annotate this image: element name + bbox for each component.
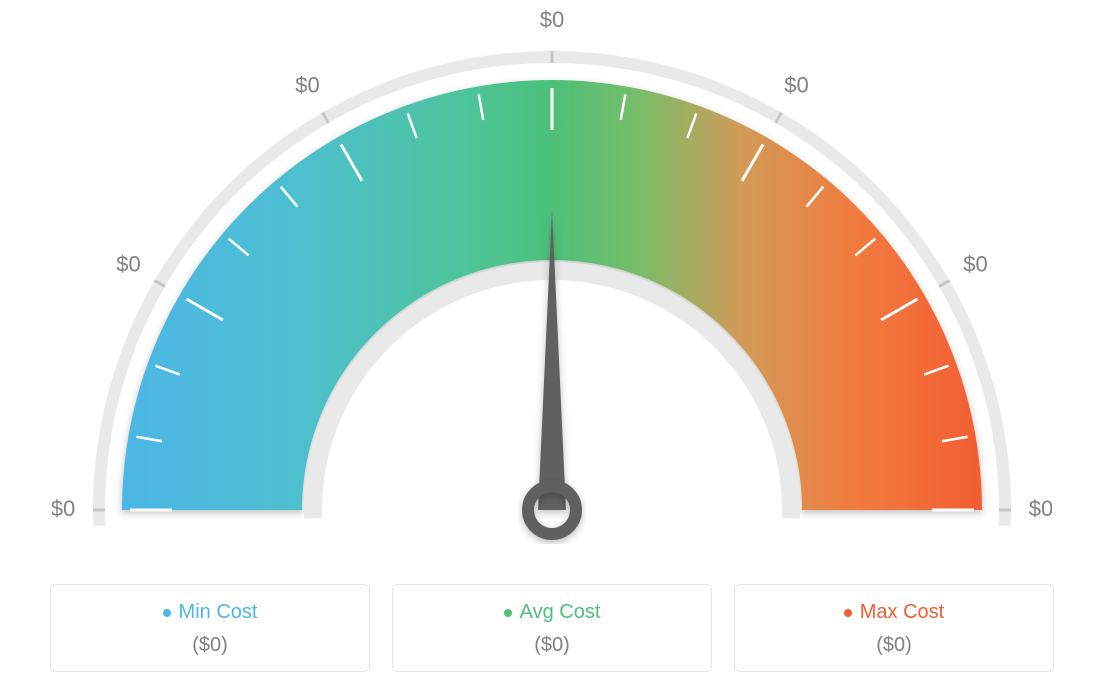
legend-card-max: Max Cost ($0) (734, 584, 1054, 672)
legend-title-min: Min Cost (163, 601, 258, 624)
legend-label: Avg Cost (520, 601, 601, 624)
gauge-area: $0 $0 $0 $0 $0 $0 $0 (52, 0, 1052, 560)
svg-text:$0: $0 (784, 72, 808, 97)
legend-title-max: Max Cost (844, 601, 944, 624)
svg-text:$0: $0 (52, 496, 75, 521)
legend-card-avg: Avg Cost ($0) (392, 584, 712, 672)
legend-row: Min Cost ($0) Avg Cost ($0) Max Cost ($0… (0, 584, 1104, 672)
svg-text:$0: $0 (540, 7, 564, 32)
legend-value: ($0) (403, 634, 701, 657)
svg-text:$0: $0 (963, 251, 987, 276)
legend-label: Min Cost (179, 601, 258, 624)
svg-text:$0: $0 (1029, 496, 1052, 521)
legend-card-min: Min Cost ($0) (50, 584, 370, 672)
legend-label: Max Cost (860, 601, 944, 624)
dot-icon (844, 609, 852, 617)
dot-icon (163, 609, 171, 617)
svg-text:$0: $0 (116, 251, 140, 276)
gauge-chart-container: $0 $0 $0 $0 $0 $0 $0 Min Cost ($0) Avg Cost ($… (0, 0, 1104, 690)
gauge-svg: $0 $0 $0 $0 $0 $0 $0 (52, 0, 1052, 560)
legend-title-avg: Avg Cost (504, 601, 601, 624)
legend-value: ($0) (61, 634, 359, 657)
svg-text:$0: $0 (295, 72, 319, 97)
legend-value: ($0) (745, 634, 1043, 657)
dot-icon (504, 609, 512, 617)
